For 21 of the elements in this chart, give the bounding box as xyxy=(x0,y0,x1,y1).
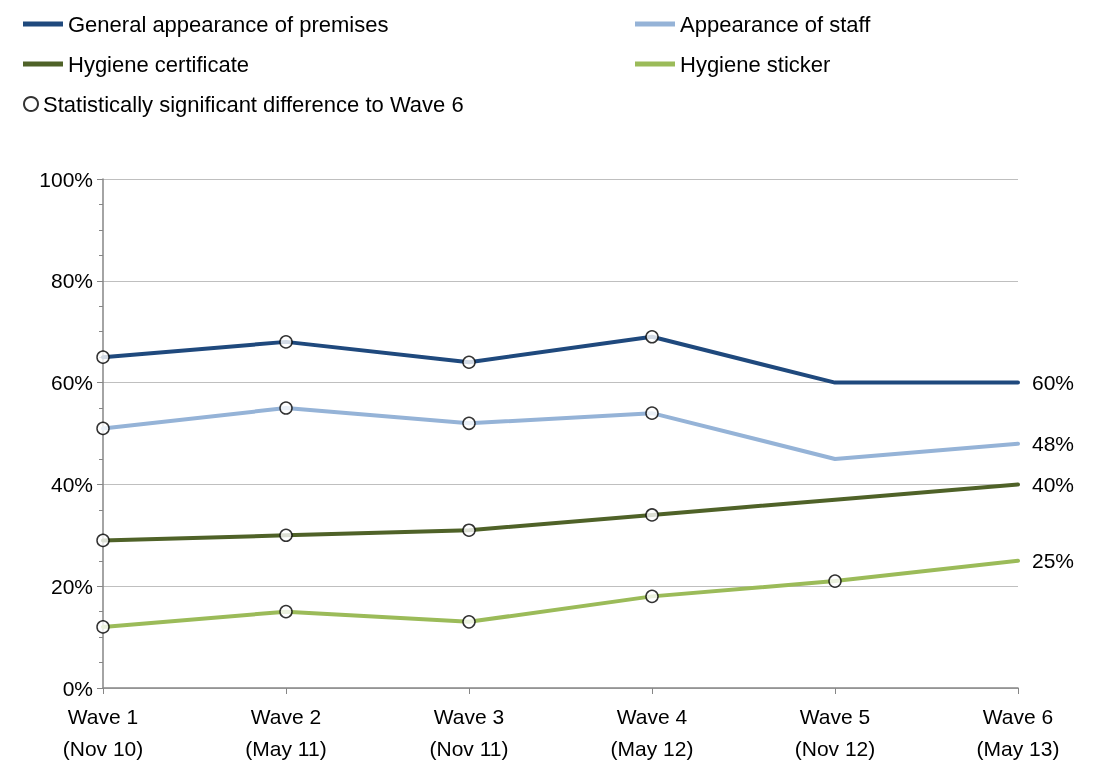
x-tick-label: Wave 6 (May 13) xyxy=(976,704,1060,760)
y-tick-label: 100% xyxy=(39,167,93,191)
data-label: 40% xyxy=(1032,472,1075,496)
y-tick-label: 60% xyxy=(50,371,93,395)
data-label: 60% xyxy=(1032,371,1075,395)
y-tick-label: 80% xyxy=(50,269,93,293)
data-label: 48% xyxy=(1032,432,1075,456)
x-tick-label: Wave 1 (Nov 10) xyxy=(62,704,144,760)
legend-label: General appearance of premises xyxy=(68,11,389,37)
legend-label: Hygiene certificate xyxy=(68,51,249,77)
y-tick-label: 0% xyxy=(62,676,93,700)
legend-label: Appearance of staff xyxy=(680,11,872,37)
x-tick-label: Wave 4 (May 12) xyxy=(610,704,694,760)
legend-label: Statistically significant difference to Wave 6 xyxy=(43,91,464,117)
y-tick-label: 20% xyxy=(50,574,93,598)
x-tick-label: Wave 3 (Nov 11) xyxy=(429,704,509,760)
legend-label: Hygiene sticker xyxy=(680,51,831,77)
y-tick-label: 40% xyxy=(50,472,93,496)
x-tick-label: Wave 5 (Nov 12) xyxy=(794,704,876,760)
x-tick-label: Wave 2 (May 11) xyxy=(245,704,327,760)
data-label: 25% xyxy=(1032,549,1075,573)
